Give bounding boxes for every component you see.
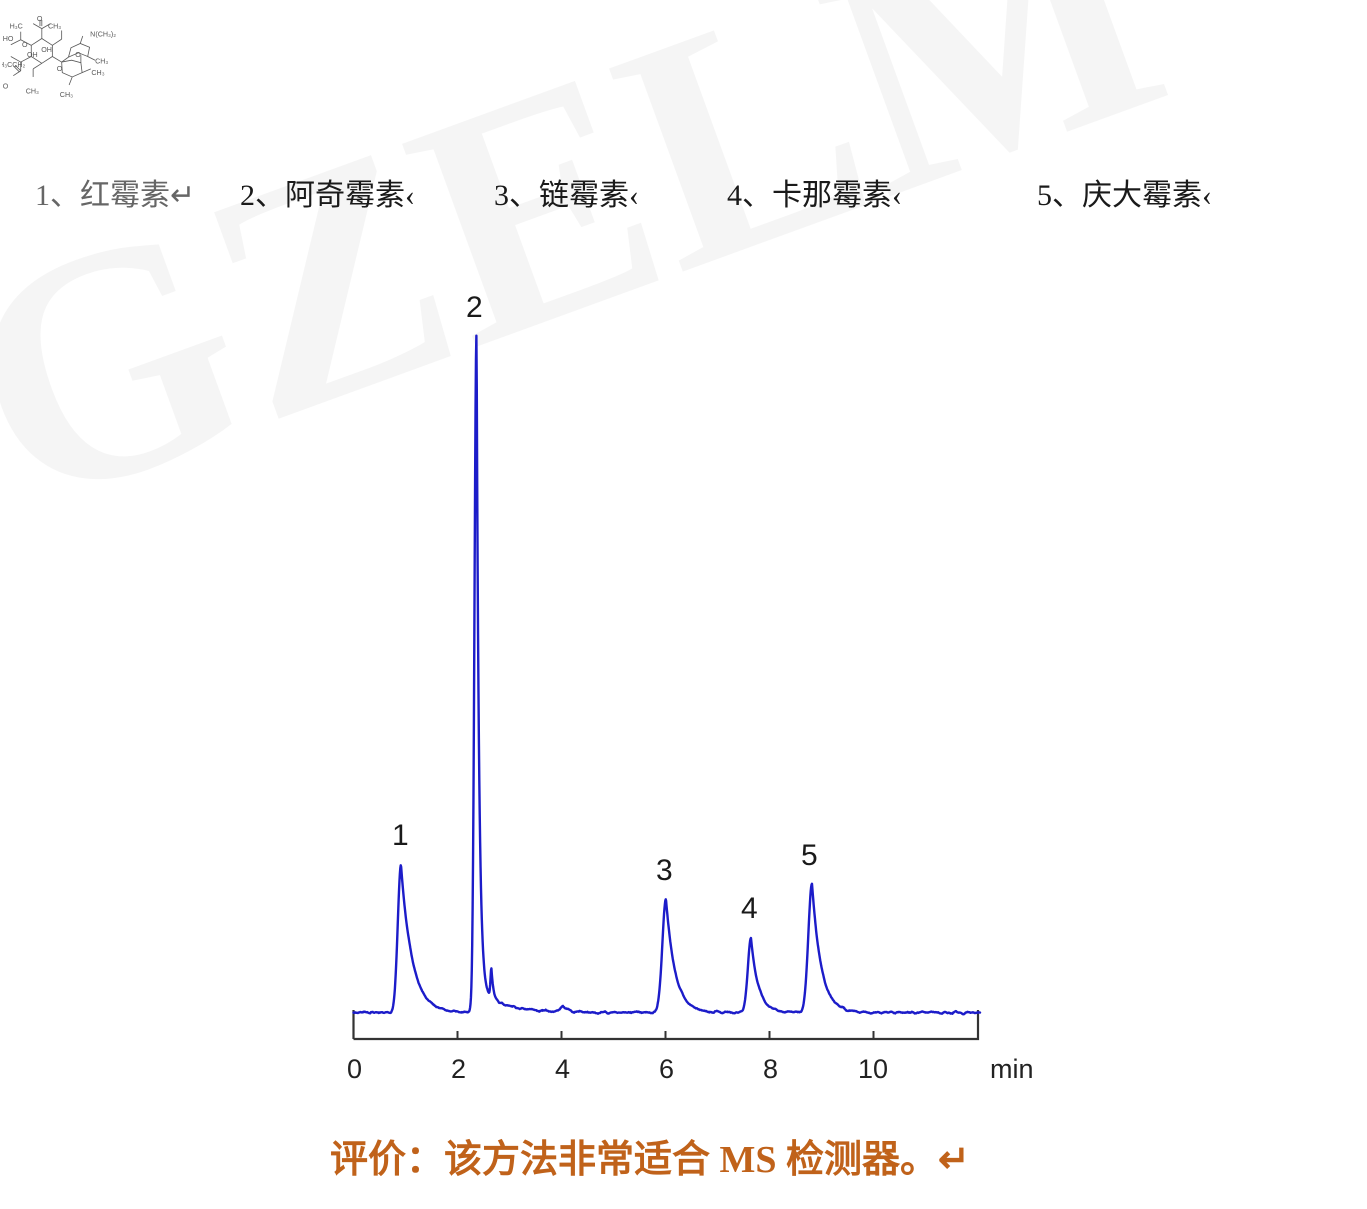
- svg-text:4: 4: [741, 892, 758, 925]
- svg-text:5: 5: [801, 839, 818, 872]
- svg-text:min: min: [990, 1054, 1034, 1084]
- svg-text:3: 3: [656, 854, 673, 887]
- svg-text:0: 0: [347, 1054, 362, 1084]
- svg-text:1: 1: [392, 819, 409, 852]
- svg-text:2: 2: [466, 291, 483, 324]
- svg-text:10: 10: [858, 1054, 888, 1084]
- svg-text:4: 4: [555, 1054, 570, 1084]
- svg-text:2: 2: [451, 1054, 466, 1084]
- svg-text:6: 6: [659, 1054, 674, 1084]
- svg-text:8: 8: [763, 1054, 778, 1084]
